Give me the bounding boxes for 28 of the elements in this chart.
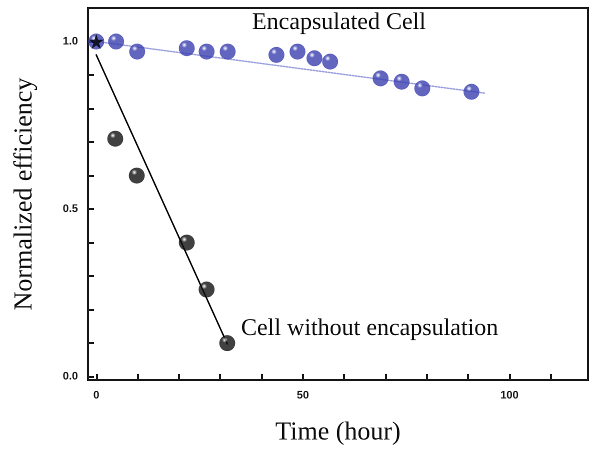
- point: [463, 84, 480, 100]
- point: [322, 54, 338, 70]
- annotation: Cell without encapsulation: [241, 315, 498, 341]
- point: [372, 70, 389, 86]
- point: [198, 44, 215, 60]
- point: [220, 44, 236, 60]
- x-tick-label: 100: [500, 390, 519, 402]
- point: [128, 168, 145, 184]
- y-axis-title: Normalized efficiency: [8, 78, 38, 310]
- x-tick-label: 50: [296, 390, 309, 402]
- y-tick-label: 0.0: [62, 370, 78, 383]
- point: [107, 130, 124, 147]
- x-tick-label: 0: [93, 390, 100, 402]
- y-tick-label: 1.0: [62, 36, 78, 48]
- point: [306, 50, 322, 66]
- point: [414, 80, 430, 96]
- point: [129, 44, 146, 60]
- y-tick-label: 0.5: [62, 203, 78, 216]
- point: [394, 74, 410, 90]
- point: [268, 46, 284, 63]
- point: [178, 40, 195, 56]
- point: [108, 34, 124, 50]
- point: [198, 282, 215, 298]
- point: [219, 335, 236, 352]
- point: [178, 234, 195, 251]
- point: [290, 44, 306, 60]
- x-axis-title: Time (hour): [275, 416, 401, 446]
- annotation: Encapsulated Cell: [252, 9, 426, 35]
